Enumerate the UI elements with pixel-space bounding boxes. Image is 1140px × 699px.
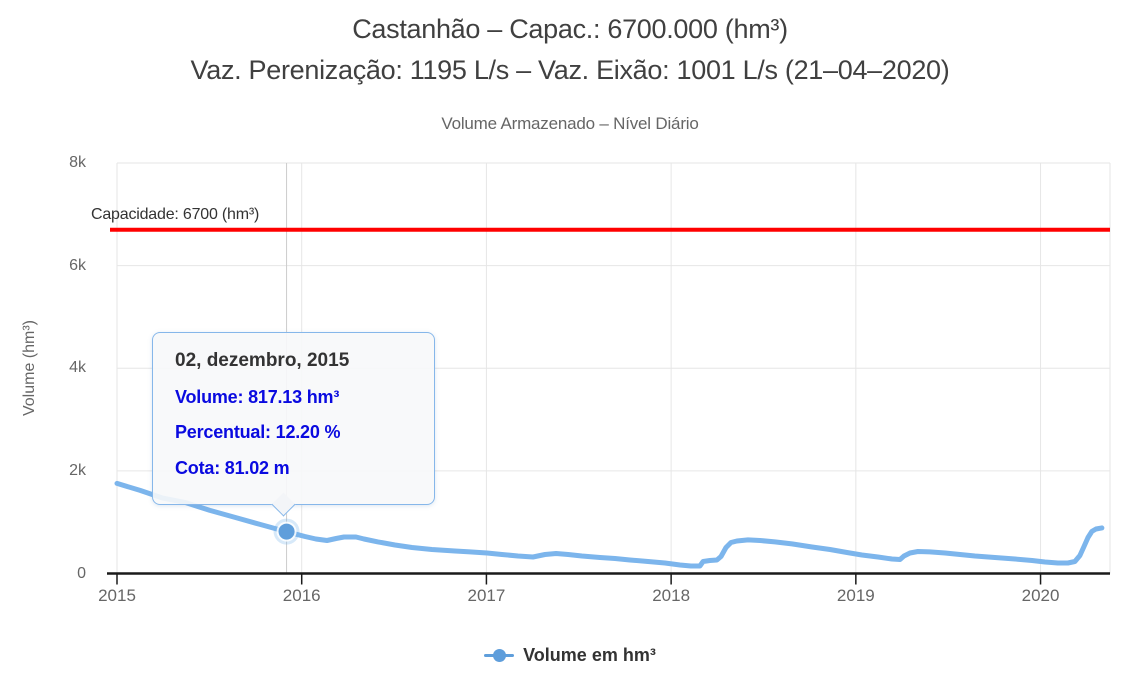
x-axis-label: 2016 xyxy=(282,586,321,605)
chart-title-line2: Vaz. Perenização: 1195 L/s – Vaz. Eixão:… xyxy=(190,55,950,85)
tooltip-percent: Percentual: 12.20 % xyxy=(175,422,341,442)
legend-marker-icon xyxy=(484,646,515,666)
chart-subtitle: Volume Armazenado – Nível Diário xyxy=(441,114,699,133)
y-axis-label: 6k xyxy=(69,256,86,274)
x-axis-label: 2017 xyxy=(467,586,506,605)
y-axis-label: 8k xyxy=(69,154,86,171)
series-line-volume[interactable] xyxy=(114,480,1105,569)
tooltip-volume: Volume: 817.13 hm³ xyxy=(175,386,340,407)
x-axis-label: 2018 xyxy=(652,586,691,605)
tooltip: 02, dezembro, 2015 Volume: 817.13 hm³ Pe… xyxy=(152,332,435,505)
capacity-line-label: Capacidade: 6700 (hm³) xyxy=(91,206,260,223)
x-axis-label: 2015 xyxy=(98,586,136,605)
chart-title: Castanhão – Capac.: 6700.000 (hm³) Vaz. … xyxy=(0,9,1140,91)
x-axis-label: 2020 xyxy=(1021,586,1060,605)
tooltip-cota: Cota: 81.02 m xyxy=(175,457,290,478)
y-axis-label: 0 xyxy=(77,564,86,582)
point-marker[interactable] xyxy=(278,523,295,540)
y-axis-label: 4k xyxy=(69,359,86,377)
tooltip-date: 02, dezembro, 2015 xyxy=(175,350,350,371)
x-axis-label: 2019 xyxy=(836,586,875,605)
y-axis-title: Volume (hm³) xyxy=(21,319,38,417)
chart-title-line1: Castanhão – Capac.: 6700.000 (hm³) xyxy=(352,14,788,44)
legend-label: Volume em hm³ xyxy=(523,645,656,665)
legend-item-volume[interactable]: Volume em hm³ xyxy=(0,645,1140,666)
y-axis-label: 2k xyxy=(69,461,86,479)
